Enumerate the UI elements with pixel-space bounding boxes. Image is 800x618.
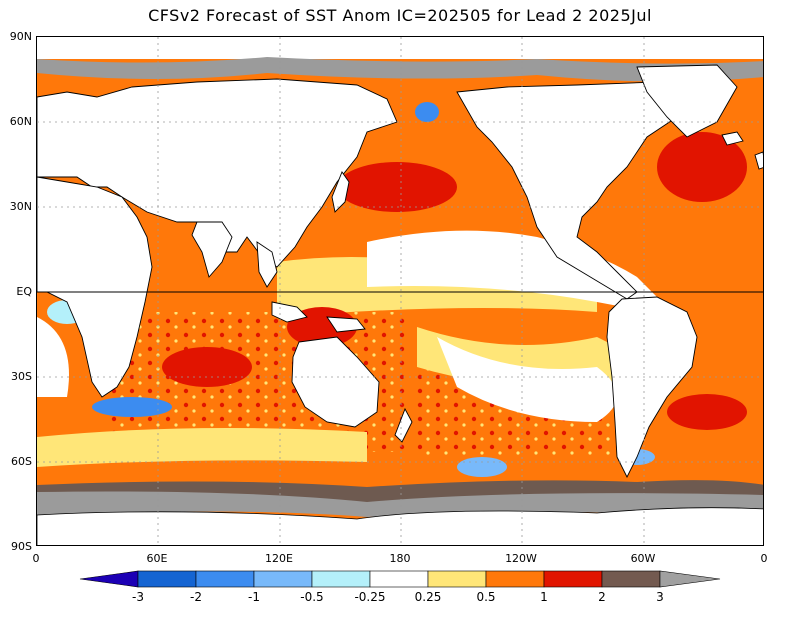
arctic-sea-ice <box>37 57 763 82</box>
colorbar-swatch-2-3 <box>601 570 661 588</box>
lat-label-60s: 60S <box>11 455 32 468</box>
colorbar-label-2: 2 <box>598 590 606 604</box>
new-zealand <box>394 407 413 443</box>
lat-label-30s: 30S <box>11 370 32 383</box>
colorbar-swatch-1-2 <box>543 570 603 588</box>
colorbar-label-minus3: -3 <box>132 590 144 604</box>
borneo <box>271 301 308 323</box>
colorbar-swatch-gt-3 <box>659 570 721 588</box>
south-atlantic-hotspot <box>667 394 747 430</box>
colorbar-label-minus1: -1 <box>248 590 260 604</box>
lon-label-120w: 120W <box>505 552 537 565</box>
colorbar-swatch-025-05 <box>427 570 487 588</box>
lon-label-0-left: 0 <box>32 552 40 565</box>
australia <box>291 336 380 428</box>
lon-label-180: 180 <box>389 552 411 565</box>
colorbar <box>79 570 721 588</box>
north-pacific-hotspot <box>337 162 457 212</box>
south-america <box>606 296 698 479</box>
colorbar-label-3: 3 <box>656 590 664 604</box>
colorbar-label-minus2: -2 <box>190 590 202 604</box>
colorbar-label-05: 0.5 <box>476 590 496 604</box>
sst-anomaly-map <box>36 36 764 546</box>
colorbar-swatch-05-1 <box>485 570 545 588</box>
eurasia <box>37 78 398 268</box>
lon-label-120e: 120E <box>265 552 293 565</box>
colorbar-swatch-minus05-minus025 <box>311 570 371 588</box>
colorbar-swatch-neutral <box>369 570 429 588</box>
lat-label-90n: 90N <box>9 30 32 43</box>
continents <box>37 64 763 479</box>
map-canvas <box>37 37 763 545</box>
graticule <box>37 37 763 545</box>
lat-label-eq: EQ <box>16 285 32 298</box>
british-isles <box>754 151 763 170</box>
southern-ocean-yellow <box>37 428 367 467</box>
southeast-pacific-neutral <box>437 337 617 422</box>
pacific-yellow-band <box>277 257 597 317</box>
africa <box>37 176 153 398</box>
map-title: CFSv2 Forecast of SST Anom IC=202505 for… <box>148 6 652 25</box>
lon-label-60w: 60W <box>630 552 656 565</box>
colorbar-label-1: 1 <box>540 590 548 604</box>
bering-cool <box>415 102 439 122</box>
new-guinea <box>326 316 366 333</box>
north-atlantic-hotspot <box>657 132 747 202</box>
colorbar-label-minus05: -0.5 <box>300 590 324 604</box>
central-pacific-neutral <box>367 230 677 317</box>
iceland <box>721 131 744 146</box>
lon-label-60e: 60E <box>146 552 168 565</box>
colorbar-swatch-lt-minus3 <box>79 570 139 588</box>
colorbar-swatch-minus1-minus05 <box>253 570 313 588</box>
colorbar-label-025: 0.25 <box>414 590 442 604</box>
lon-label-0-right: 0 <box>760 552 768 565</box>
japan <box>331 171 350 213</box>
lat-label-60n: 60N <box>9 115 32 128</box>
lat-label-90s: 90S <box>11 540 32 553</box>
colorbar-swatch-minus2-minus1 <box>195 570 255 588</box>
southern-pacific-cool <box>457 457 507 477</box>
southeast-asia <box>256 241 278 288</box>
india <box>191 221 233 278</box>
greenland <box>636 64 738 138</box>
colorbar-swatch-minus3-minus2 <box>137 570 197 588</box>
arctic-cap <box>37 37 763 59</box>
colorbar-label-minus025: -0.25 <box>354 590 386 604</box>
antarctic-sea-ice <box>37 491 763 517</box>
antarctica <box>37 507 763 545</box>
indian-ocean-hotspot <box>162 347 252 387</box>
south-indian-cool <box>92 397 172 417</box>
lat-label-30n: 30N <box>9 200 32 213</box>
